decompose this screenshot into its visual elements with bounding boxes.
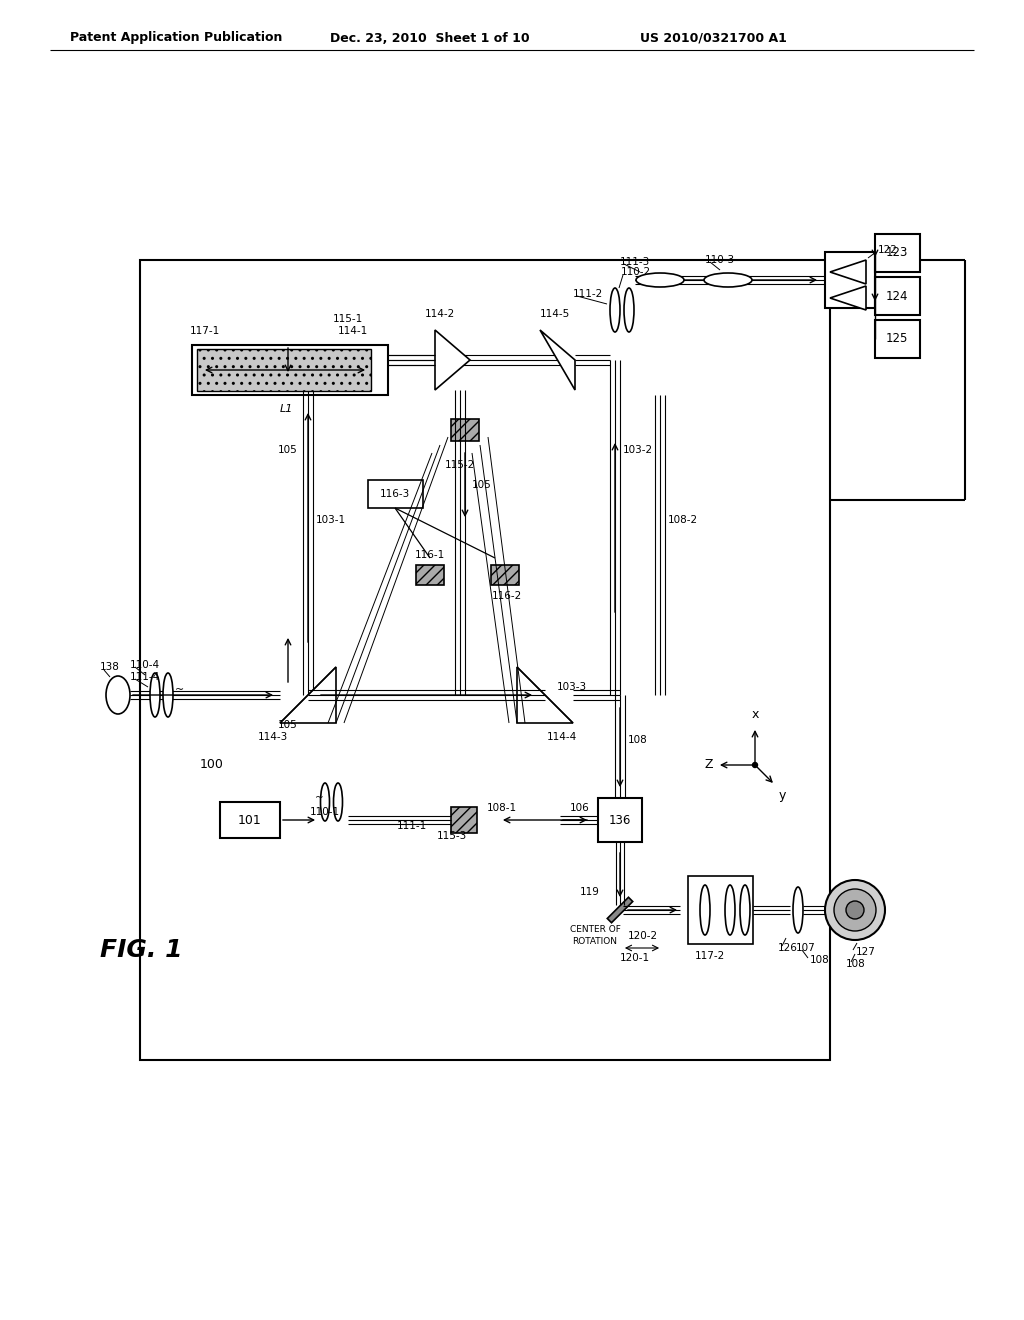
Text: 111-2: 111-2 — [573, 289, 603, 300]
Polygon shape — [280, 667, 336, 723]
Text: 105: 105 — [278, 445, 298, 455]
Text: 123: 123 — [886, 247, 908, 260]
Text: 101: 101 — [239, 813, 262, 826]
Text: 115-3: 115-3 — [437, 832, 467, 841]
Text: 108: 108 — [810, 954, 829, 965]
Text: 111-3: 111-3 — [620, 257, 650, 267]
Text: 111-1: 111-1 — [397, 821, 427, 832]
Text: 115-1: 115-1 — [333, 314, 364, 323]
Text: y: y — [779, 789, 786, 803]
Text: x: x — [752, 708, 759, 721]
Text: 111-4: 111-4 — [130, 672, 160, 682]
Polygon shape — [830, 260, 866, 284]
Text: 108: 108 — [846, 960, 865, 969]
Text: 116-2: 116-2 — [492, 591, 522, 601]
Bar — [197, 348, 371, 391]
Ellipse shape — [163, 673, 173, 717]
Text: 100: 100 — [200, 759, 224, 771]
Polygon shape — [517, 667, 573, 723]
Text: 103-2: 103-2 — [623, 445, 653, 455]
Text: 114-4: 114-4 — [547, 733, 578, 742]
Text: 105: 105 — [472, 480, 492, 490]
Text: 108-1: 108-1 — [487, 803, 517, 813]
Ellipse shape — [846, 902, 864, 919]
Ellipse shape — [321, 783, 330, 821]
Text: 120-1: 120-1 — [620, 953, 650, 964]
Text: 124: 124 — [886, 289, 908, 302]
Polygon shape — [435, 330, 470, 389]
Text: ~: ~ — [175, 685, 184, 696]
Ellipse shape — [624, 288, 634, 333]
Text: 119: 119 — [580, 887, 600, 898]
Ellipse shape — [705, 273, 752, 286]
Text: 122: 122 — [878, 246, 898, 255]
Text: 110-4: 110-4 — [130, 660, 160, 671]
Text: FIG. 1: FIG. 1 — [100, 939, 182, 962]
Text: 125: 125 — [886, 333, 908, 346]
Text: Dec. 23, 2010  Sheet 1 of 10: Dec. 23, 2010 Sheet 1 of 10 — [330, 32, 529, 45]
Ellipse shape — [834, 888, 876, 931]
Text: Patent Application Publication: Patent Application Publication — [70, 32, 283, 45]
Text: 110-2: 110-2 — [621, 267, 651, 277]
Ellipse shape — [753, 763, 758, 767]
Text: 107: 107 — [796, 942, 816, 953]
Text: 114-3: 114-3 — [258, 733, 288, 742]
Ellipse shape — [636, 273, 684, 286]
Text: Z: Z — [705, 759, 713, 771]
Text: 110-3: 110-3 — [705, 255, 735, 265]
Bar — [825, 252, 874, 308]
Bar — [688, 876, 753, 944]
Bar — [193, 345, 388, 395]
Bar — [874, 319, 920, 358]
Polygon shape — [451, 807, 477, 833]
Bar — [874, 234, 920, 272]
Bar — [874, 277, 920, 315]
Ellipse shape — [150, 673, 160, 717]
Text: 114-2: 114-2 — [425, 309, 456, 319]
Polygon shape — [540, 330, 575, 389]
Text: 117-2: 117-2 — [695, 950, 725, 961]
Bar — [220, 803, 280, 838]
Text: 138: 138 — [100, 663, 120, 672]
Ellipse shape — [825, 880, 885, 940]
Polygon shape — [451, 418, 479, 441]
Text: 120-2: 120-2 — [628, 931, 658, 941]
Text: 136: 136 — [609, 813, 631, 826]
Polygon shape — [490, 565, 519, 585]
Text: L1: L1 — [280, 404, 293, 414]
Text: 114-5: 114-5 — [540, 309, 570, 319]
Text: 103-3: 103-3 — [557, 682, 587, 692]
Ellipse shape — [740, 884, 750, 935]
Text: 103-1: 103-1 — [316, 515, 346, 525]
Text: 127: 127 — [856, 946, 876, 957]
Ellipse shape — [725, 884, 735, 935]
Text: ROTATION: ROTATION — [572, 937, 617, 946]
Text: 106: 106 — [570, 803, 590, 813]
Text: 116-3: 116-3 — [380, 488, 411, 499]
Text: CENTER OF: CENTER OF — [570, 925, 621, 935]
Text: 115-2: 115-2 — [445, 459, 475, 470]
Text: US 2010/0321700 A1: US 2010/0321700 A1 — [640, 32, 786, 45]
Polygon shape — [607, 898, 633, 923]
Text: 108: 108 — [628, 735, 648, 744]
Ellipse shape — [610, 288, 620, 333]
Text: 110-1: 110-1 — [310, 807, 340, 817]
Polygon shape — [830, 286, 866, 310]
Text: 126: 126 — [778, 942, 798, 953]
Bar — [140, 260, 830, 1060]
Text: ~: ~ — [315, 793, 324, 803]
Text: 105: 105 — [278, 719, 298, 730]
Text: 108-2: 108-2 — [668, 515, 698, 525]
Ellipse shape — [793, 887, 803, 933]
Ellipse shape — [334, 783, 342, 821]
Polygon shape — [416, 565, 444, 585]
Bar — [368, 480, 423, 508]
Text: 117-1: 117-1 — [190, 326, 220, 337]
Ellipse shape — [700, 884, 710, 935]
Bar — [598, 799, 642, 842]
Ellipse shape — [106, 676, 130, 714]
Text: 114-1: 114-1 — [338, 326, 369, 337]
Text: 116-1: 116-1 — [415, 550, 445, 560]
